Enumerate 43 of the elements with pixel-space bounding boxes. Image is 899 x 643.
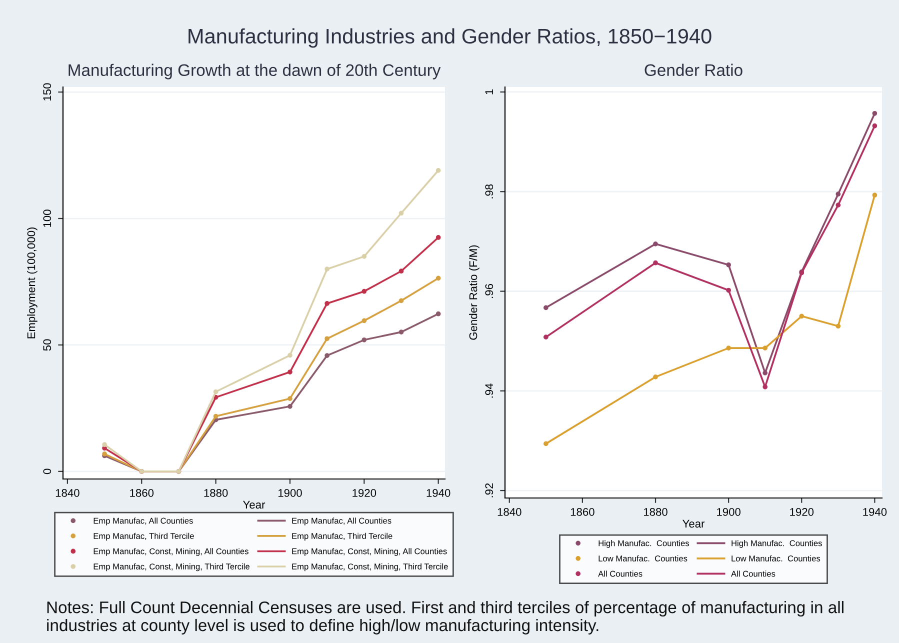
- x-tick-label: 1840: [56, 489, 80, 497]
- x-tick-label: 1880: [644, 508, 668, 516]
- y-tick-label: 1: [485, 89, 493, 94]
- y-axis-title: Employment (100,000): [27, 227, 38, 338]
- text: Emp Manufac, Third Tercile: [292, 532, 392, 541]
- legend-label: Low Manufac. Counties: [598, 555, 688, 562]
- legend-label: Emp Manufac, Const, Mining, Third Tercile: [94, 563, 250, 572]
- y-tick-label: 0: [43, 468, 52, 474]
- y-tick-label: 50: [43, 339, 52, 351]
- legend-label: Emp Manufac, Third Tercile: [94, 532, 194, 541]
- y-tick-label: .96: [485, 284, 494, 298]
- x-tick-label: 1940: [863, 508, 887, 516]
- y-tick-label: 100: [43, 210, 52, 227]
- x-axis-title: Year: [243, 500, 266, 509]
- text: Low Manufac. Counties: [732, 555, 820, 562]
- x-tick-label: 1880: [204, 489, 228, 497]
- x-tick-label: 1940: [426, 489, 450, 497]
- y-axis-title: Gender Ratio (F/M): [469, 245, 480, 340]
- legend-label: Emp Manufac, All Counties: [94, 518, 193, 526]
- y-tick-label: .98: [485, 184, 494, 198]
- y-tick-label: .94: [485, 383, 494, 398]
- x-tick-label: 1840: [498, 508, 522, 516]
- text: Notes: Full Count Decennial Censuses are used. First and third terciles of percentage of manufacturing in all industries at county level is used to define high/low manufacturing intensity.: [47, 601, 844, 634]
- x-tick-label: 1900: [717, 508, 740, 516]
- y-tick-label: .92: [485, 483, 494, 498]
- y-tick-label: 150: [43, 83, 52, 100]
- text: Manufacturing Industries and Gender Ratios, 1850−1940: [188, 28, 712, 48]
- x-tick-label: 1900: [278, 489, 302, 497]
- text: Emp Manufac, Const, Mining, Third Tercile: [292, 563, 448, 572]
- x-tick-label: 1920: [352, 489, 376, 497]
- text: All Counties: [731, 570, 776, 577]
- x-axis-title: Year: [682, 520, 705, 528]
- chart-title: Manufacturing Growth at the dawn of 20th Century: [68, 64, 441, 80]
- x-tick-label: 1860: [570, 508, 594, 516]
- legend-label: Emp Manufac, Const, Mining, All Counties: [94, 548, 248, 556]
- text: Emp Manufac, All Counties: [292, 518, 392, 526]
- x-tick-label: 1920: [790, 508, 814, 516]
- text: Emp Manufac, Const, Mining, All Counties: [292, 548, 447, 556]
- x-tick-label: 1860: [130, 489, 154, 497]
- legend-label: All Counties: [598, 570, 642, 577]
- text: High Manufac. Counties: [732, 540, 822, 548]
- legend-label: High Manufac. Counties: [598, 540, 690, 548]
- chart-title: Gender Ratio: [644, 64, 742, 76]
